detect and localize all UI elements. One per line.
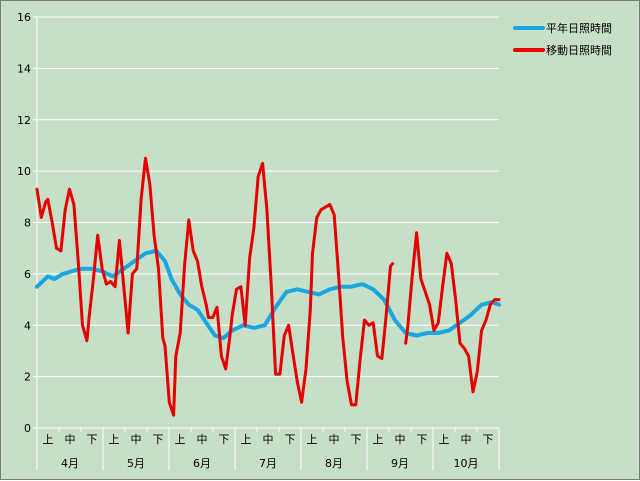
x-period-label: 中 xyxy=(329,433,340,446)
y-tick-label: 6 xyxy=(24,268,31,281)
month-label: 4月 xyxy=(61,457,79,470)
x-period-label: 下 xyxy=(153,433,164,446)
x-period-label: 下 xyxy=(285,433,296,446)
month-label: 5月 xyxy=(127,457,145,470)
y-tick-label: 4 xyxy=(24,319,31,332)
y-tick-label: 14 xyxy=(17,62,31,75)
x-period-label: 下 xyxy=(351,433,362,446)
x-period-label: 下 xyxy=(417,433,428,446)
month-label: 6月 xyxy=(193,457,211,470)
x-period-label: 上 xyxy=(175,433,186,446)
x-period-label: 上 xyxy=(373,433,384,446)
x-period-label: 下 xyxy=(87,433,98,446)
y-tick-label: 10 xyxy=(17,165,31,178)
legend-label-2: 移動日照時間 xyxy=(546,43,612,57)
month-label: 9月 xyxy=(391,457,409,470)
x-period-label: 中 xyxy=(65,433,76,446)
x-period-label: 中 xyxy=(131,433,142,446)
x-period-label: 上 xyxy=(307,433,318,446)
x-period-label: 中 xyxy=(263,433,274,446)
x-period-label: 上 xyxy=(241,433,252,446)
x-period-label: 中 xyxy=(395,433,406,446)
x-period-label: 下 xyxy=(483,433,494,446)
y-tick-label: 8 xyxy=(24,217,31,230)
x-period-label: 下 xyxy=(219,433,230,446)
y-tick-label: 2 xyxy=(24,371,31,384)
y-tick-label: 12 xyxy=(17,114,31,127)
series-line-1 xyxy=(35,248,501,341)
axes: 0246810121416上中下上中下上中下上中下上中下上中下上中下4月 5月 6月… xyxy=(17,11,500,470)
series-group xyxy=(35,156,501,417)
series-line-2 xyxy=(35,156,501,417)
x-period-label: 上 xyxy=(439,433,450,446)
month-label: 7月 xyxy=(259,457,277,470)
x-period-label: 上 xyxy=(43,433,54,446)
month-label: 8月 xyxy=(325,457,343,470)
x-period-label: 中 xyxy=(197,433,208,446)
y-tick-label: 16 xyxy=(17,11,31,24)
month-label: 10月 xyxy=(454,457,479,470)
x-period-label: 上 xyxy=(109,433,120,446)
legend-label-1: 平年日照時間 xyxy=(546,21,612,35)
x-period-label: 中 xyxy=(461,433,472,446)
y-tick-label: 0 xyxy=(24,422,31,435)
